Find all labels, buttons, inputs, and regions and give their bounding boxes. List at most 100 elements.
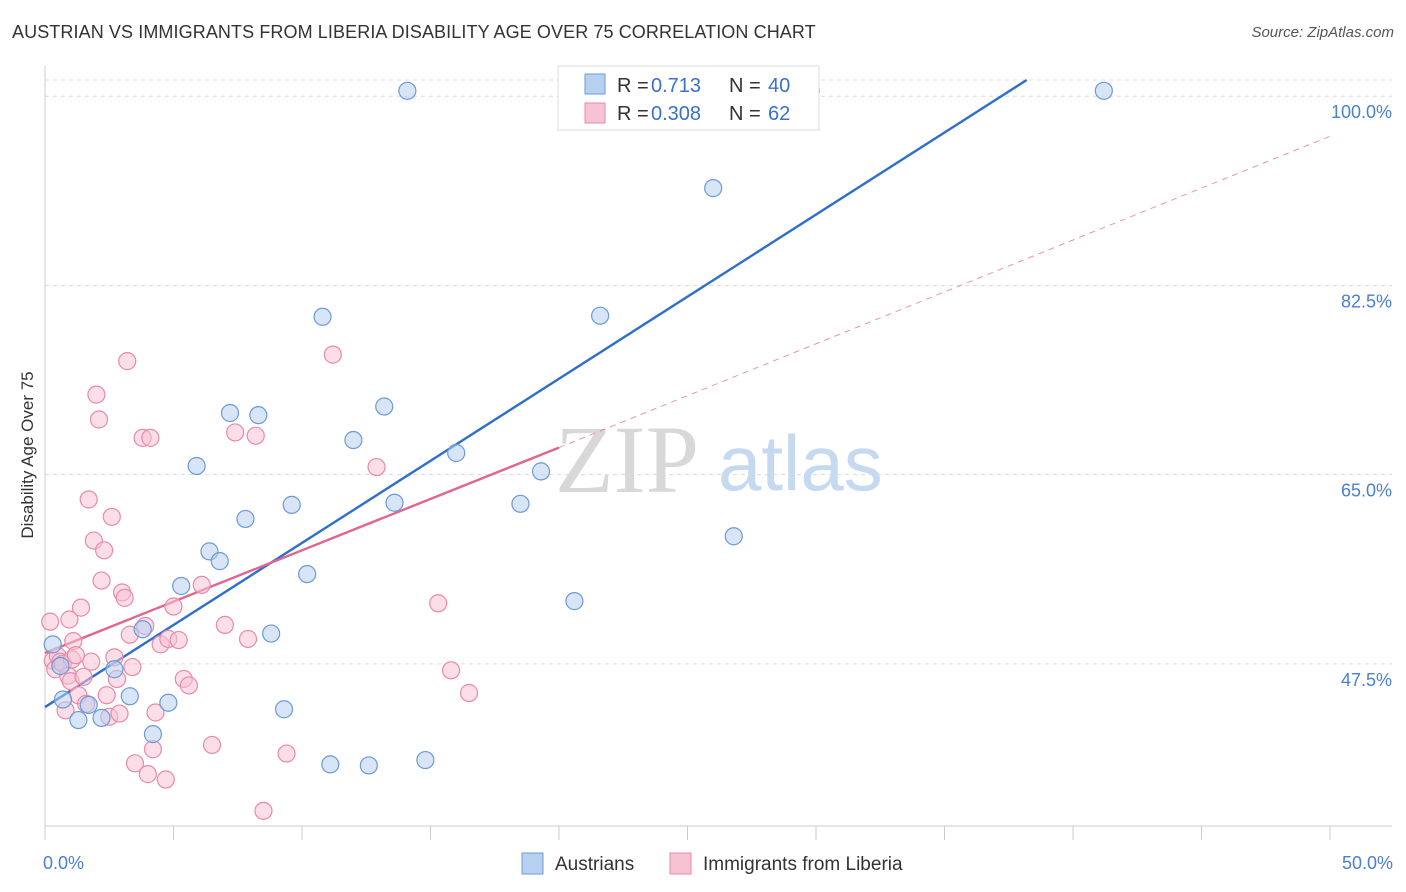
legend-n-label-1: N =	[729, 75, 761, 97]
point-liberia	[71, 598, 91, 617]
point-liberia	[441, 661, 461, 680]
point-austrians	[385, 493, 404, 512]
point-austrians	[447, 443, 466, 463]
legend-n-value-2: 62	[768, 103, 790, 125]
point-austrians	[1094, 81, 1113, 100]
point-austrians	[398, 81, 417, 100]
legend-r-label-1: R =	[617, 75, 649, 97]
point-austrians	[143, 725, 163, 744]
chart-title: AUSTRIAN VS IMMIGRANTS FROM LIBERIA DISA…	[12, 22, 816, 42]
point-austrians	[43, 635, 62, 654]
x-tick-label-max: 50.0%	[1342, 853, 1393, 873]
legend-swatch-austrians	[584, 73, 606, 95]
point-liberia	[254, 801, 273, 820]
watermark-zip: ZIP	[555, 406, 699, 513]
point-austrians	[79, 695, 98, 715]
point-liberia	[367, 457, 386, 477]
point-austrians	[159, 693, 178, 712]
point-liberia	[277, 744, 296, 763]
point-austrians	[359, 756, 378, 775]
point-liberia	[79, 490, 98, 509]
point-austrians	[133, 620, 152, 639]
trend-liberia	[44, 446, 560, 655]
x-tick-label-min: 0.0%	[43, 853, 84, 873]
legend-n-value-1: 40	[768, 75, 790, 97]
point-austrians	[591, 306, 610, 325]
legend-r-value-1: 0.713	[651, 75, 701, 97]
series-legend-swatch-liberia	[669, 852, 692, 875]
point-austrians	[220, 403, 240, 423]
point-liberia	[238, 629, 258, 649]
point-liberia	[169, 630, 188, 650]
data-points	[41, 81, 1113, 820]
point-liberia	[60, 610, 79, 629]
gridlines	[45, 79, 1392, 665]
point-austrians	[187, 456, 206, 476]
point-austrians	[69, 710, 88, 730]
y-tick-labels: 47.5% 65.0% 82.5% 100.0%	[1331, 102, 1392, 690]
point-liberia	[179, 676, 199, 695]
point-liberia	[323, 345, 342, 364]
point-liberia	[66, 646, 85, 665]
y-axis-label: Disability Age Over 75	[18, 371, 37, 538]
point-liberia	[125, 754, 145, 773]
series-legend-swatch-austrians	[521, 852, 544, 875]
point-austrians	[274, 700, 294, 719]
point-austrians	[262, 624, 281, 643]
point-austrians	[298, 564, 317, 584]
point-austrians	[92, 708, 111, 727]
point-liberia	[429, 594, 448, 613]
point-austrians	[511, 494, 530, 513]
point-austrians	[375, 397, 394, 416]
source-label: Source: ZipAtlas.com	[1251, 24, 1394, 41]
point-liberia	[202, 735, 222, 755]
point-austrians	[120, 687, 139, 706]
point-austrians	[344, 430, 363, 450]
point-austrians	[313, 307, 332, 326]
point-liberia	[141, 428, 160, 447]
point-liberia	[97, 686, 116, 705]
point-austrians	[282, 495, 301, 514]
point-liberia	[89, 410, 109, 429]
watermark-atlas: atlas	[718, 419, 883, 507]
point-austrians	[172, 576, 191, 596]
point-liberia	[41, 612, 60, 631]
axes	[44, 66, 1392, 840]
point-liberia	[164, 597, 183, 616]
point-liberia	[82, 652, 101, 671]
point-liberia	[246, 426, 265, 445]
point-austrians	[321, 755, 340, 774]
point-liberia	[95, 541, 114, 560]
stats-legend: R = 0.713 N = 40 R = 0.308 N = 62	[557, 65, 820, 131]
series-legend-liberia: Immigrants from Liberia	[703, 854, 903, 875]
point-liberia	[146, 703, 165, 722]
legend-r-label-2: R =	[617, 103, 649, 125]
series-legend: Austrians Immigrants from Liberia	[521, 852, 903, 875]
legend-swatch-liberia	[584, 102, 606, 124]
point-liberia	[226, 423, 245, 442]
point-austrians	[105, 660, 124, 679]
point-liberia	[74, 667, 93, 686]
y-tick-label: 65.0%	[1341, 481, 1392, 501]
point-austrians	[236, 509, 255, 529]
watermark: ZIP atlas	[555, 406, 883, 513]
trend-austrians	[44, 78, 1028, 709]
point-liberia	[459, 683, 479, 703]
point-liberia	[102, 507, 121, 526]
y-tick-label: 82.5%	[1341, 291, 1392, 311]
point-liberia	[123, 657, 142, 677]
point-austrians	[565, 592, 584, 611]
trend-lines	[44, 78, 1331, 709]
point-austrians	[53, 690, 73, 709]
point-liberia	[143, 740, 163, 759]
point-liberia	[115, 588, 134, 607]
point-austrians	[416, 750, 435, 770]
y-tick-label: 100.0%	[1331, 102, 1392, 122]
series-legend-austrians: Austrians	[555, 854, 634, 875]
point-austrians	[51, 656, 70, 676]
point-austrians	[210, 552, 229, 571]
point-liberia	[92, 571, 111, 590]
point-austrians	[724, 527, 743, 546]
trend-liberia-extension	[558, 135, 1331, 449]
